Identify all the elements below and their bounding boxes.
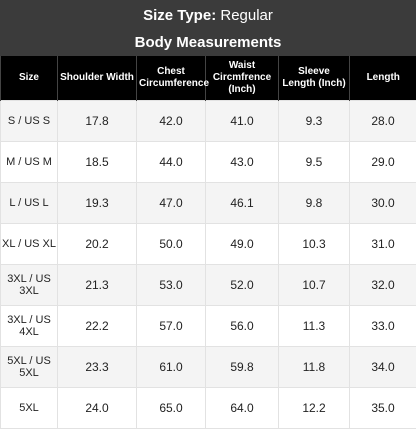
value-cell: 22.2 (58, 306, 137, 347)
value-cell: 57.0 (137, 306, 206, 347)
size-chart: Size Type: Regular Body Measurements Siz… (0, 0, 416, 416)
value-cell: 44.0 (137, 142, 206, 183)
value-cell: 46.1 (206, 183, 279, 224)
value-cell: 28.0 (350, 101, 416, 142)
size-cell: 3XL / US 4XL (1, 306, 58, 347)
value-cell: 21.3 (58, 265, 137, 306)
value-cell: 49.0 (206, 224, 279, 265)
value-cell: 52.0 (206, 265, 279, 306)
value-cell: 64.0 (206, 388, 279, 429)
value-cell: 24.0 (58, 388, 137, 429)
value-cell: 31.0 (350, 224, 416, 265)
value-cell: 42.0 (137, 101, 206, 142)
value-cell: 47.0 (137, 183, 206, 224)
value-cell: 35.0 (350, 388, 416, 429)
value-cell: 65.0 (137, 388, 206, 429)
value-cell: 10.7 (279, 265, 350, 306)
value-cell: 11.3 (279, 306, 350, 347)
value-cell: 43.0 (206, 142, 279, 183)
value-cell: 9.8 (279, 183, 350, 224)
size-cell: 5XL (1, 388, 58, 429)
value-cell: 50.0 (137, 224, 206, 265)
value-cell: 29.0 (350, 142, 416, 183)
size-cell: 5XL / US 5XL (1, 347, 58, 388)
value-cell: 9.5 (279, 142, 350, 183)
size-cell: 3XL / US 3XL (1, 265, 58, 306)
column-header: Length (350, 56, 416, 101)
value-cell: 61.0 (137, 347, 206, 388)
value-cell: 34.0 (350, 347, 416, 388)
value-cell: 33.0 (350, 306, 416, 347)
column-header: Chest Circumference (137, 56, 206, 101)
value-cell: 53.0 (137, 265, 206, 306)
value-cell: 17.8 (58, 101, 137, 142)
subtitle: Body Measurements (0, 30, 416, 56)
value-cell: 9.3 (279, 101, 350, 142)
value-cell: 12.2 (279, 388, 350, 429)
value-cell: 23.3 (58, 347, 137, 388)
value-cell: 11.8 (279, 347, 350, 388)
value-cell: 59.8 (206, 347, 279, 388)
size-type-value: Regular (220, 7, 273, 24)
value-cell: 19.3 (58, 183, 137, 224)
value-cell: 30.0 (350, 183, 416, 224)
column-header: Sleeve Length (Inch) (279, 56, 350, 101)
size-cell: M / US M (1, 142, 58, 183)
title-bar: Size Type: Regular (0, 0, 416, 30)
value-cell: 41.0 (206, 101, 279, 142)
column-header: Waist Circmfrence (Inch) (206, 56, 279, 101)
size-type-label: Size Type: (143, 7, 216, 24)
value-cell: 18.5 (58, 142, 137, 183)
size-cell: L / US L (1, 183, 58, 224)
size-cell: XL / US XL (1, 224, 58, 265)
value-cell: 32.0 (350, 265, 416, 306)
size-cell: S / US S (1, 101, 58, 142)
value-cell: 20.2 (58, 224, 137, 265)
value-cell: 56.0 (206, 306, 279, 347)
column-header: Size (1, 56, 58, 101)
value-cell: 10.3 (279, 224, 350, 265)
column-header: Shoulder Width (58, 56, 137, 101)
